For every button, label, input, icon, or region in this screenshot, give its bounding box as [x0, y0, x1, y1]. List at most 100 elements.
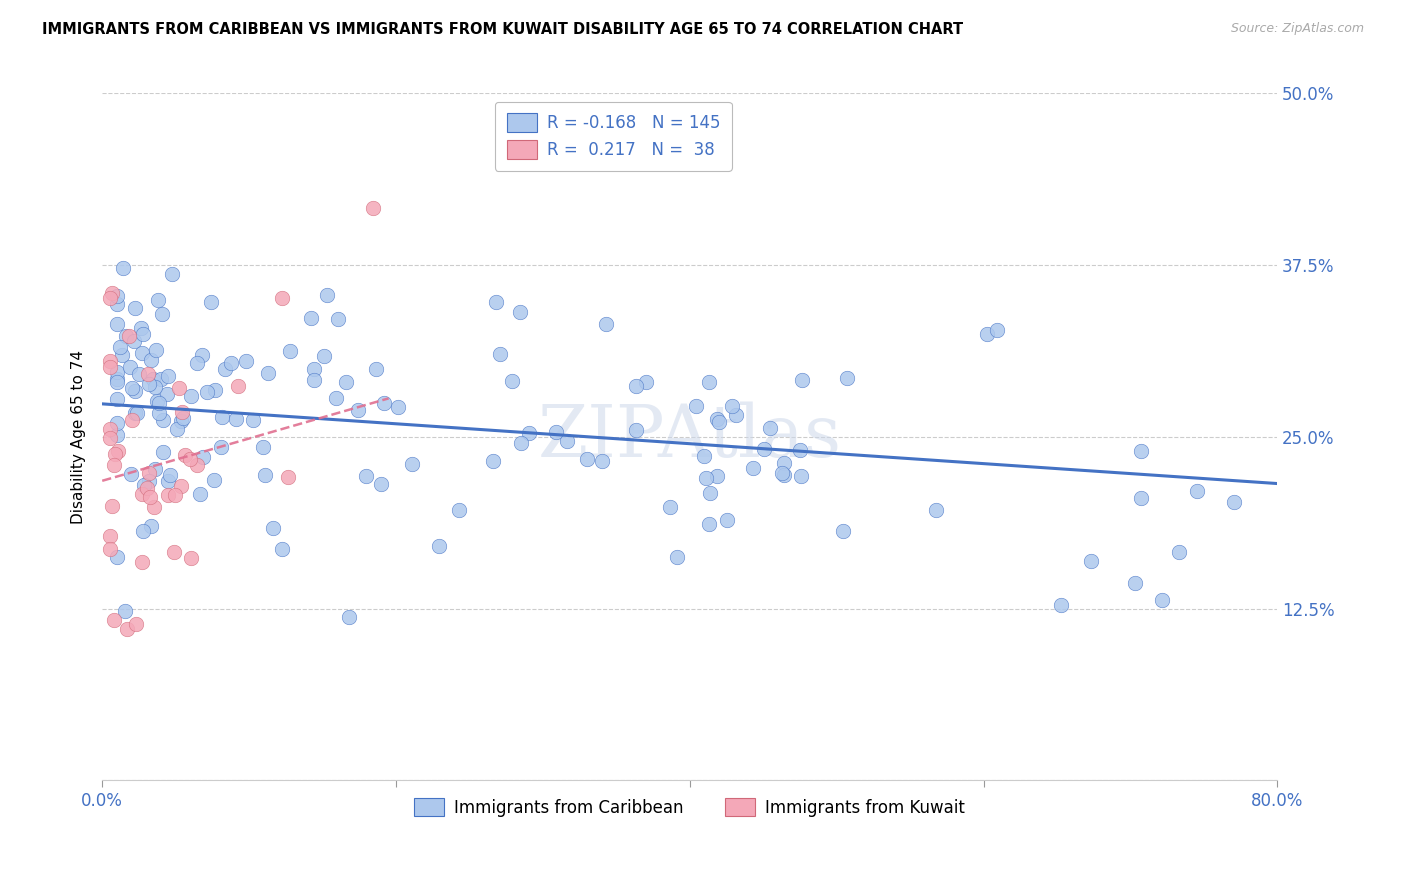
Point [235, 354, 257, 368]
Point [152, 413, 174, 427]
Point [1150, 592, 1173, 607]
Point [120, 467, 142, 481]
Point [118, 360, 141, 375]
Point [170, 413, 193, 427]
Point [347, 402, 370, 417]
Point [131, 555, 153, 569]
Point [112, 260, 135, 275]
Point [634, 376, 657, 390]
Point [98, 359, 121, 374]
Point [986, 323, 1008, 337]
Point [510, 436, 533, 450]
Point [179, 451, 201, 466]
Point [624, 379, 647, 393]
Point [278, 343, 301, 358]
Point [172, 405, 194, 419]
Point [142, 500, 165, 515]
Point [132, 327, 155, 342]
Point [165, 487, 187, 501]
Point [326, 312, 349, 326]
Point [925, 502, 948, 516]
Point [115, 622, 138, 636]
Point [387, 401, 409, 415]
Point [316, 288, 339, 302]
Point [699, 485, 721, 500]
Point [741, 461, 763, 475]
Point [1129, 443, 1152, 458]
Point [105, 416, 128, 430]
Point [167, 381, 190, 395]
Point [773, 456, 796, 470]
Point [107, 443, 129, 458]
Point [214, 362, 236, 376]
Point [138, 466, 160, 480]
Point [143, 380, 166, 394]
Point [299, 311, 322, 326]
Point [209, 440, 232, 454]
Point [111, 348, 134, 362]
Point [575, 451, 598, 466]
Point [114, 603, 136, 617]
Point [202, 474, 225, 488]
Point [195, 384, 218, 399]
Point [105, 365, 128, 379]
Point [180, 389, 202, 403]
Point [693, 449, 716, 463]
Point [139, 353, 162, 368]
Point [665, 549, 688, 564]
Y-axis label: Disability Age 65 to 74: Disability Age 65 to 74 [72, 350, 86, 524]
Point [697, 517, 720, 532]
Point [835, 371, 858, 385]
Point [226, 378, 249, 392]
Point [1050, 598, 1073, 612]
Point [146, 393, 169, 408]
Point [103, 613, 125, 627]
Point [211, 410, 233, 425]
Point [135, 481, 157, 495]
Point [789, 443, 811, 458]
Point [366, 362, 388, 376]
Point [188, 487, 211, 501]
Point [98, 529, 121, 543]
Point [335, 375, 357, 389]
Point [752, 442, 775, 456]
Point [138, 376, 160, 391]
Point [302, 362, 325, 376]
Point [427, 539, 450, 553]
Point [277, 470, 299, 484]
Point [204, 383, 226, 397]
Point [225, 411, 247, 425]
Point [138, 490, 160, 504]
Point [100, 286, 122, 301]
Point [103, 447, 125, 461]
Point [253, 468, 276, 483]
Point [105, 428, 128, 442]
Point [156, 474, 179, 488]
Point [141, 518, 163, 533]
Point [172, 410, 194, 425]
Point [191, 348, 214, 362]
Point [148, 396, 170, 410]
Point [121, 413, 143, 427]
Point [152, 445, 174, 459]
Point [1168, 545, 1191, 559]
Point [105, 372, 128, 386]
Point [716, 513, 738, 527]
Point [163, 545, 186, 559]
Point [509, 305, 531, 319]
Point [724, 408, 747, 422]
Point [1129, 491, 1152, 505]
Point [162, 268, 184, 282]
Point [124, 301, 146, 315]
Point [659, 500, 682, 514]
Point [122, 334, 145, 348]
Point [170, 479, 193, 493]
Legend: Immigrants from Caribbean, Immigrants from Kuwait: Immigrants from Caribbean, Immigrants fr… [408, 791, 972, 823]
Point [262, 521, 284, 535]
Point [709, 415, 731, 429]
Point [166, 422, 188, 436]
Point [242, 413, 264, 427]
Point [98, 431, 121, 445]
Point [136, 367, 159, 381]
Point [792, 374, 814, 388]
